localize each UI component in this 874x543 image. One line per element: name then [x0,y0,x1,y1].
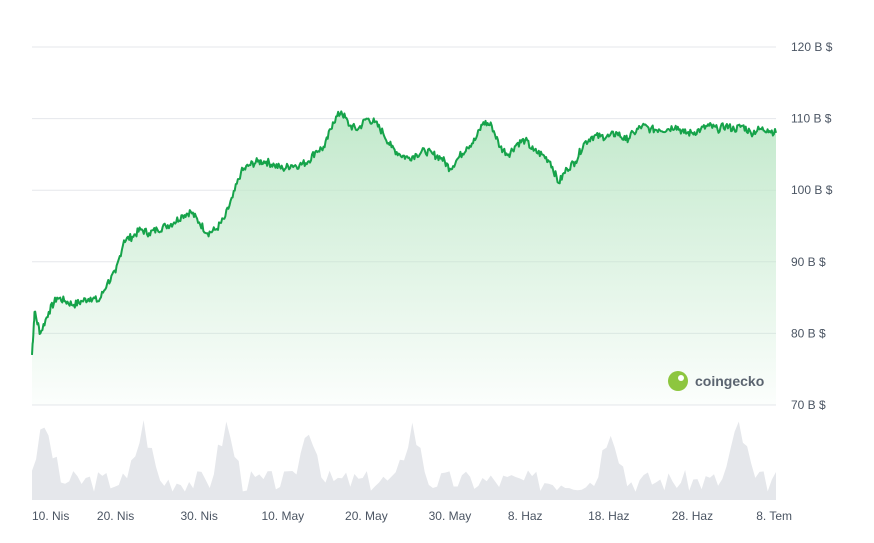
y-tick-label: 90 B $ [791,255,826,269]
y-tick-label: 120 B $ [791,40,833,54]
coingecko-logo-icon [668,371,688,391]
x-tick-label: 20. May [345,509,388,523]
y-axis-ticks: 120 B $ 110 B $ 100 B $ 90 B $ 80 B $ 70 B $ [791,40,833,412]
x-tick-label: 30. Nis [181,509,218,523]
x-tick-label: 8. Tem [756,509,792,523]
x-tick-label: 20. Nis [97,509,134,523]
price-line [31,110,777,355]
volume-bars [32,420,776,500]
price-series-line [31,110,777,355]
volume-area [32,420,776,500]
x-tick-label: 10. May [261,509,304,523]
y-tick-label: 70 B $ [791,398,826,412]
x-tick-label: 8. Haz [508,509,543,523]
x-tick-label: 18. Haz [588,509,629,523]
coingecko-watermark: coingecko [668,371,764,391]
coingecko-logo-eye-icon [678,375,684,381]
x-tick-label: 30. May [429,509,472,523]
coingecko-wordmark: coingecko [695,373,764,389]
x-tick-label: 10. Nis [32,509,69,523]
y-tick-label: 110 B $ [791,112,832,126]
x-axis-ticks: 10. Nis 20. Nis 30. Nis 10. May 20. May 30. M… [32,509,792,523]
price-area [32,111,776,406]
y-tick-label: 100 B $ [791,183,833,197]
price-area-fill [32,111,776,406]
y-tick-label: 80 B $ [791,326,826,340]
x-tick-label: 28. Haz [672,509,713,523]
